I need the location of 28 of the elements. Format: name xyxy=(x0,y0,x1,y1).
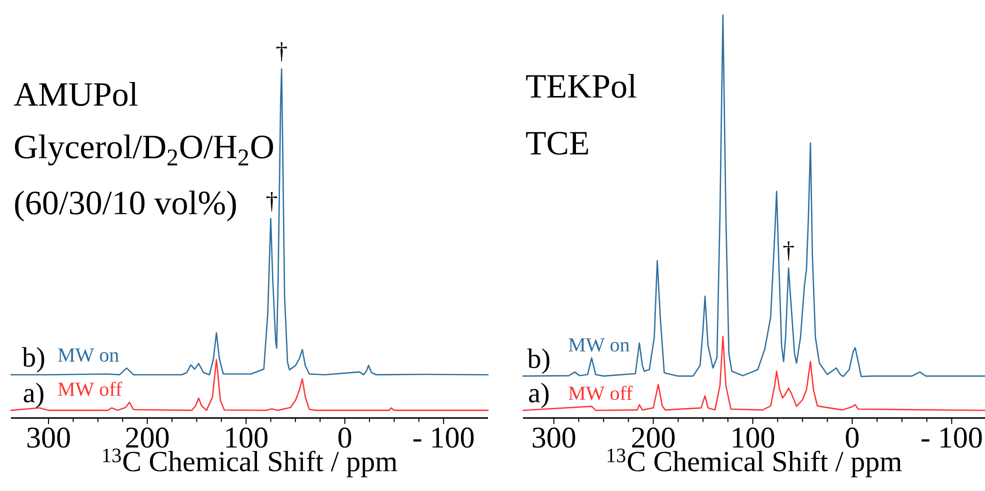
x-tick-label: - 100 xyxy=(922,428,982,448)
annotation: TCE xyxy=(526,132,588,155)
x-tick-label: 300 xyxy=(27,428,70,448)
annotation: b) xyxy=(527,348,550,374)
x-tick-label: 0 xyxy=(846,428,859,448)
series-label: MW on xyxy=(58,348,119,362)
x-tick-label: 0 xyxy=(338,428,352,448)
x-tick-label: - 100 xyxy=(413,428,474,448)
annotation: † xyxy=(276,42,287,62)
series-label: MW off xyxy=(568,386,633,400)
x-tick-label: 300 xyxy=(532,428,576,448)
x-axis-title: $^{13}$C Chemical Shift / ppm xyxy=(103,448,398,478)
series-label: MW on xyxy=(568,338,630,352)
annotation: (60/30/10 vol%) xyxy=(15,190,236,222)
x-tick-label: 200 xyxy=(126,428,169,448)
x-tick-label: 100 xyxy=(226,428,268,448)
x-tick-label: 100 xyxy=(732,428,774,448)
annotation: Glycerol/D$_{2}$O/H$_{2}$O xyxy=(14,134,274,166)
x-tick-label: 200 xyxy=(632,428,675,448)
annotation: a) xyxy=(529,382,549,408)
annotation: b) xyxy=(22,347,44,373)
annotation: † xyxy=(266,192,277,212)
x-axis-title: $^{13}$C Chemical Shift / ppm xyxy=(608,448,902,478)
annotation: † xyxy=(783,241,794,261)
series-label: MW off xyxy=(58,382,122,396)
annotation: a) xyxy=(24,382,44,408)
annotation: TEKPol xyxy=(526,74,636,98)
annotation: AMUPol xyxy=(14,82,138,106)
